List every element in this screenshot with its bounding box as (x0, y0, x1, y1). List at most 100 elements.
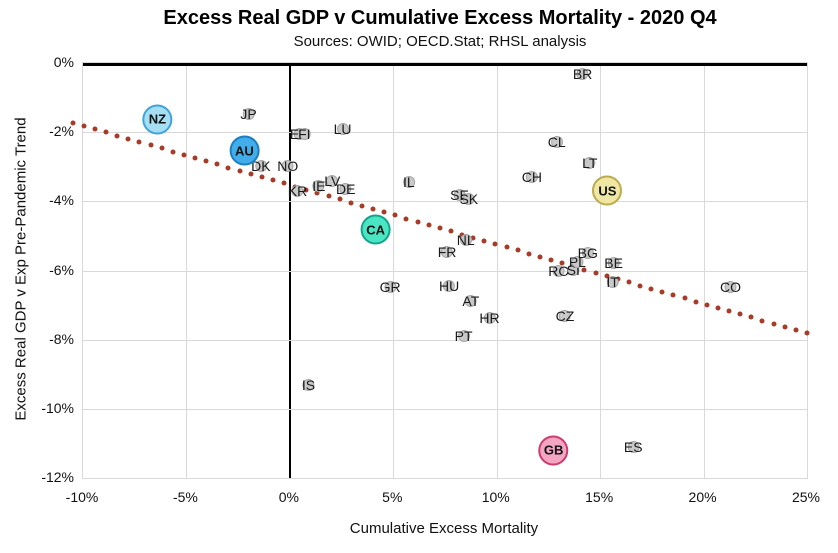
data-point-hu: HU (439, 278, 459, 294)
trendline-dot (715, 305, 721, 311)
trendline-dot (771, 321, 777, 327)
data-point-fr: FR (438, 244, 457, 260)
x-axis-title: Cumulative Excess Mortality (349, 520, 539, 537)
trendline-dot (526, 251, 532, 257)
point-marker (281, 160, 294, 173)
trendline-dot (192, 155, 198, 161)
trendline-dot (604, 273, 610, 279)
point-label: DK (251, 158, 271, 175)
point-label: CO (719, 279, 741, 296)
trendline-dot (793, 327, 799, 333)
point-label: AT (462, 292, 480, 309)
data-point-be: BE (604, 255, 623, 271)
trendline-dot (203, 158, 209, 164)
trendline-dot (515, 247, 521, 253)
trendline-dot (782, 324, 788, 330)
y-tick-label: -6% (49, 261, 74, 278)
x-tick-label: 5% (382, 489, 403, 505)
gridline-horizontal (83, 408, 807, 410)
point-label: BR (572, 66, 593, 83)
data-point-gb: GB (538, 435, 569, 466)
point-label: IE (312, 177, 326, 194)
trendline-dot (737, 311, 743, 317)
point-marker (441, 245, 454, 258)
point-label: LT (582, 155, 598, 172)
data-point-ie: IE (312, 178, 325, 194)
point-label: IT (606, 273, 619, 290)
gridline-horizontal (83, 132, 807, 134)
chart-title: Excess Real GDP v Cumulative Excess Mort… (163, 7, 717, 29)
data-point-nl: NL (457, 232, 475, 248)
data-point-de: DE (336, 181, 355, 197)
data-point-bg: BG (578, 245, 598, 261)
trendline-dot (181, 152, 187, 158)
point-marker (462, 192, 475, 205)
point-marker (291, 184, 304, 197)
x-tick-label: 0% (278, 489, 299, 505)
point-label: BG (577, 244, 598, 261)
data-point-pt: PT (455, 328, 473, 344)
point-marker (302, 378, 315, 391)
trendline-dot (392, 212, 398, 218)
x-tick-label: -10% (65, 489, 99, 505)
point-label: HU (439, 277, 460, 294)
point-label: RO (548, 262, 570, 279)
trendline-dot (470, 235, 476, 241)
y-tick-label: -2% (49, 123, 74, 140)
plot-area: NZJPAUDKNOEEFILUKRIELVDEILSESKCHCLLTUSBR… (70, 62, 810, 479)
data-point-kr: KR (288, 183, 307, 199)
data-point-it: IT (606, 274, 618, 290)
point-marker (606, 275, 619, 288)
trendline-dot (214, 161, 220, 167)
point-marker (326, 174, 339, 187)
trendline-dot (259, 174, 265, 180)
trendline-dot (148, 142, 154, 148)
point-marker (242, 108, 255, 121)
trendline-dot (537, 254, 543, 260)
data-point-dk: DK (251, 158, 270, 174)
y-tick-label: -10% (41, 399, 74, 416)
data-point-co: CO (720, 279, 741, 295)
point-label: CH (521, 169, 542, 186)
trendline-dot (125, 136, 131, 142)
trendline-dot (637, 283, 643, 289)
data-point-fi: FI (298, 126, 310, 142)
x-tick-label: 10% (481, 489, 510, 505)
x-tick-label: 25% (791, 489, 821, 505)
point-marker (483, 311, 496, 324)
trendline-dot (504, 244, 510, 250)
data-point-lu: LU (334, 121, 352, 137)
data-point-br: BR (573, 66, 592, 82)
trendline-dot (381, 209, 387, 215)
point-marker (402, 176, 415, 189)
trendline-dot (704, 302, 710, 308)
point-marker (550, 135, 563, 148)
trendline-dot (726, 308, 732, 314)
trendline-dot (759, 318, 765, 324)
point-label: FR (437, 243, 457, 260)
point-marker (583, 157, 596, 170)
point-label: BE (604, 254, 623, 271)
point-marker (339, 183, 352, 196)
trendline-dot (748, 314, 754, 320)
data-point-hr: HR (479, 310, 499, 326)
point-marker (464, 294, 477, 307)
trendline-dot (248, 171, 254, 177)
point-marker (459, 234, 472, 247)
trendline-dot (593, 270, 599, 276)
point-marker (538, 435, 569, 466)
trendline-dot (370, 206, 376, 212)
point-marker (384, 280, 397, 293)
trendline-dot (70, 120, 76, 126)
point-label: LV (324, 172, 341, 189)
point-marker (312, 179, 325, 192)
gridline-horizontal (83, 201, 807, 203)
x-axis-zero-line (83, 63, 807, 66)
data-point-cz: CZ (556, 308, 575, 324)
point-label: CA (366, 222, 386, 238)
point-marker (571, 255, 584, 268)
trendline-dot (314, 190, 320, 196)
point-label: GR (379, 278, 401, 295)
point-marker (254, 160, 267, 173)
point-marker (336, 122, 349, 135)
